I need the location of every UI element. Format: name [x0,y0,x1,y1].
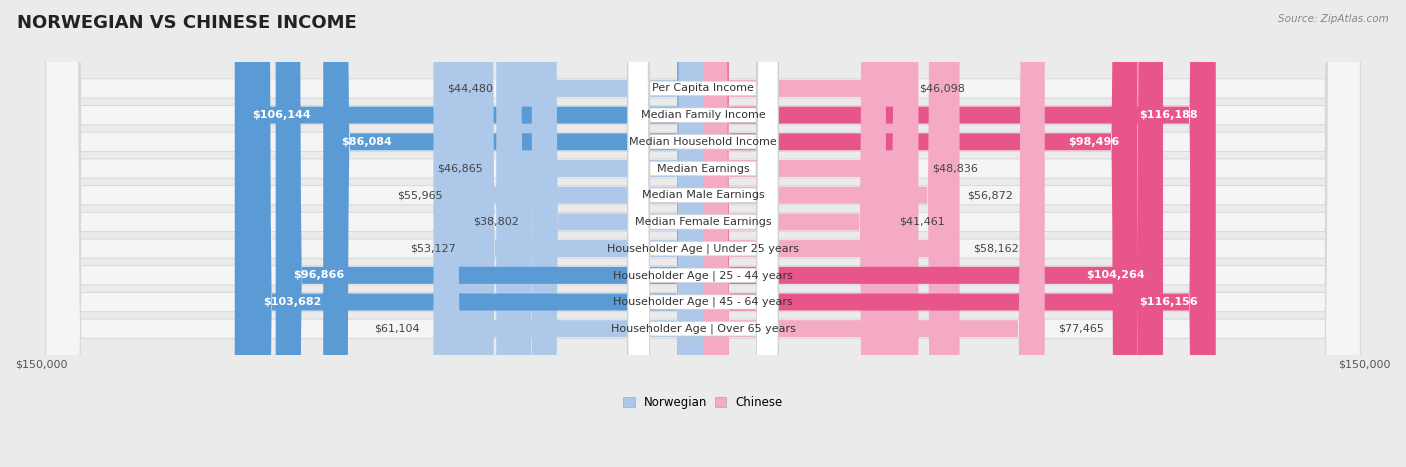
Text: $116,156: $116,156 [1139,297,1198,307]
Text: $116,188: $116,188 [1139,110,1198,120]
Text: Source: ZipAtlas.com: Source: ZipAtlas.com [1278,14,1389,24]
Text: $103,682: $103,682 [263,297,322,307]
FancyBboxPatch shape [45,0,1361,467]
FancyBboxPatch shape [246,0,703,467]
Text: Householder Age | Over 65 years: Householder Age | Over 65 years [610,324,796,334]
FancyBboxPatch shape [703,0,1215,467]
Text: $86,084: $86,084 [340,137,392,147]
Text: $61,104: $61,104 [374,324,420,334]
Text: Median Earnings: Median Earnings [657,163,749,174]
Text: $55,965: $55,965 [398,190,443,200]
FancyBboxPatch shape [45,0,1361,467]
FancyBboxPatch shape [628,0,778,467]
FancyBboxPatch shape [235,0,703,467]
Text: $77,465: $77,465 [1057,324,1104,334]
FancyBboxPatch shape [703,0,953,467]
FancyBboxPatch shape [496,0,703,467]
FancyBboxPatch shape [628,0,778,467]
FancyBboxPatch shape [628,0,778,467]
FancyBboxPatch shape [45,0,1361,467]
FancyBboxPatch shape [703,0,1045,467]
Text: NORWEGIAN VS CHINESE INCOME: NORWEGIAN VS CHINESE INCOME [17,14,357,32]
Text: $53,127: $53,127 [409,244,456,254]
FancyBboxPatch shape [703,0,886,467]
FancyBboxPatch shape [45,0,1361,467]
FancyBboxPatch shape [628,0,778,467]
FancyBboxPatch shape [45,0,1361,467]
FancyBboxPatch shape [628,0,778,467]
Text: $48,836: $48,836 [932,163,977,174]
FancyBboxPatch shape [703,0,907,467]
Legend: Norwegian, Chinese: Norwegian, Chinese [619,392,787,414]
FancyBboxPatch shape [468,0,703,467]
FancyBboxPatch shape [703,0,959,467]
FancyBboxPatch shape [45,0,1361,467]
FancyBboxPatch shape [703,0,918,467]
FancyBboxPatch shape [703,0,1216,467]
FancyBboxPatch shape [45,0,1361,467]
Text: $106,144: $106,144 [252,110,311,120]
FancyBboxPatch shape [45,0,1361,467]
FancyBboxPatch shape [628,0,778,467]
FancyBboxPatch shape [628,0,778,467]
Text: Median Male Earnings: Median Male Earnings [641,190,765,200]
FancyBboxPatch shape [628,0,778,467]
Text: $58,162: $58,162 [973,244,1018,254]
Text: Median Household Income: Median Household Income [628,137,778,147]
FancyBboxPatch shape [531,0,703,467]
FancyBboxPatch shape [433,0,703,467]
Text: $38,802: $38,802 [472,217,519,227]
Text: $98,496: $98,496 [1069,137,1121,147]
FancyBboxPatch shape [703,0,1137,467]
Text: $46,865: $46,865 [437,163,484,174]
Text: $56,872: $56,872 [967,190,1012,200]
FancyBboxPatch shape [628,0,778,467]
Text: $96,866: $96,866 [294,270,344,280]
FancyBboxPatch shape [506,0,703,467]
FancyBboxPatch shape [276,0,703,467]
Text: $41,461: $41,461 [900,217,945,227]
FancyBboxPatch shape [45,0,1361,467]
Text: Householder Age | 45 - 64 years: Householder Age | 45 - 64 years [613,297,793,307]
FancyBboxPatch shape [323,0,703,467]
Text: Per Capita Income: Per Capita Income [652,84,754,93]
Text: Median Family Income: Median Family Income [641,110,765,120]
Text: $44,480: $44,480 [447,84,494,93]
Text: $104,264: $104,264 [1087,270,1146,280]
FancyBboxPatch shape [628,0,778,467]
FancyBboxPatch shape [456,0,703,467]
Text: $46,098: $46,098 [920,84,966,93]
Text: Median Female Earnings: Median Female Earnings [634,217,772,227]
Text: Householder Age | 25 - 44 years: Householder Age | 25 - 44 years [613,270,793,281]
FancyBboxPatch shape [45,0,1361,467]
Text: Householder Age | Under 25 years: Householder Age | Under 25 years [607,243,799,254]
FancyBboxPatch shape [703,0,1163,467]
